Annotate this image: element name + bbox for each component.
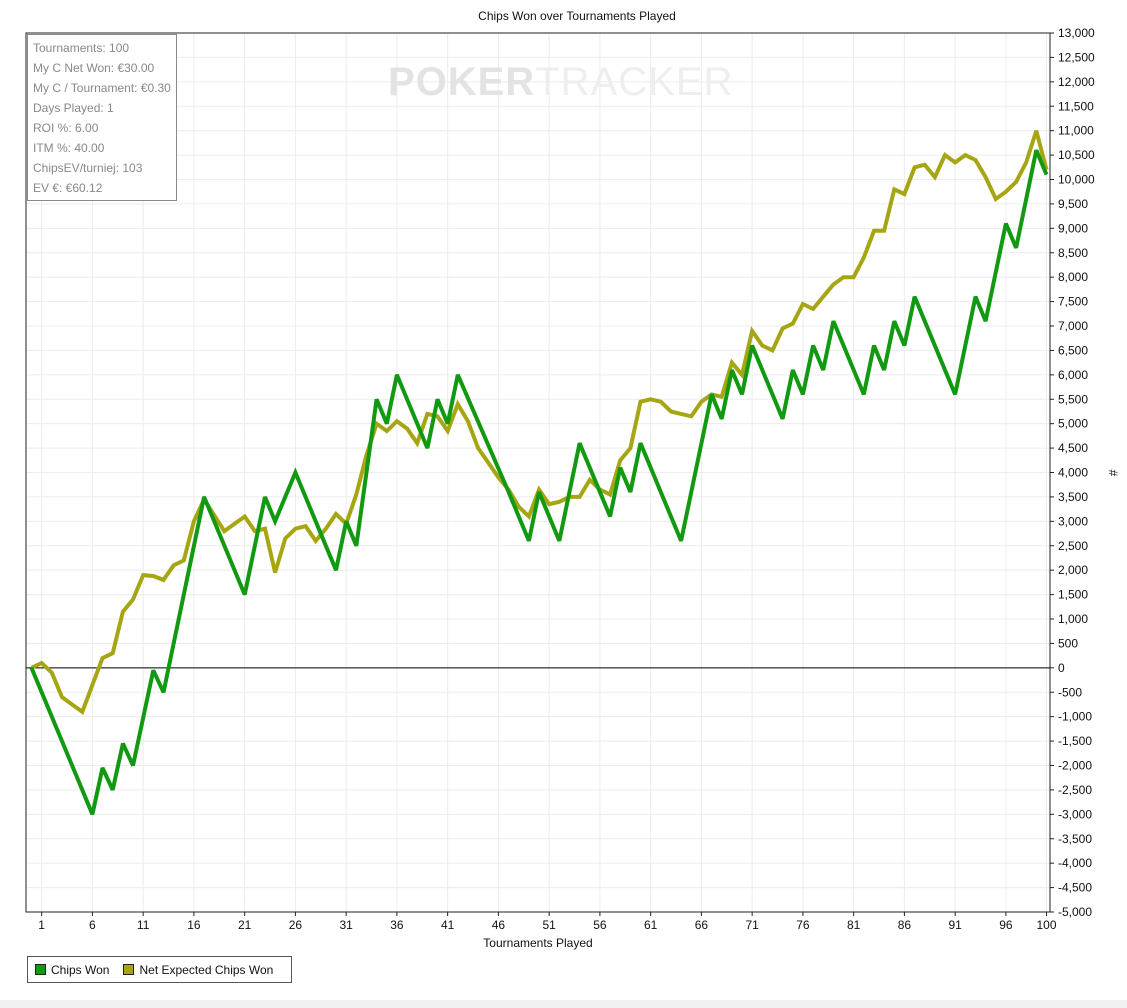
y-tick-label: 3,000 xyxy=(1058,514,1088,528)
stat-ev: EV €: €60.12 xyxy=(33,181,103,195)
stat-net-won: My C Net Won: €30.00 xyxy=(33,61,155,75)
legend-item-net-expected[interactable]: Net Expected Chips Won xyxy=(123,963,273,977)
y-tick-label: 8,500 xyxy=(1058,246,1088,260)
y-tick-label: 7,000 xyxy=(1058,319,1088,333)
y-tick-label: -3,000 xyxy=(1058,807,1092,821)
chart-title: Chips Won over Tournaments Played xyxy=(478,9,676,23)
series-line-net-expected-chips-won xyxy=(30,130,1049,715)
y-tick-label: 11,500 xyxy=(1058,99,1094,113)
x-tick-label: 36 xyxy=(390,918,404,932)
x-tick-label: 26 xyxy=(289,918,303,932)
stat-itm: ITM %: 40.00 xyxy=(33,141,105,155)
y-axis-ticks: 13,000 12,500 12,000 11,500 11,000 10,500 10,0… xyxy=(1050,26,1095,919)
stat-chipsev: ChipsEV/turniej: 103 xyxy=(33,161,143,175)
y-tick-label: 8,000 xyxy=(1058,270,1088,284)
y-tick-label: -500 xyxy=(1058,685,1082,699)
x-tick-label: 76 xyxy=(796,918,810,932)
y-tick-label: 10,000 xyxy=(1058,173,1095,187)
y-tick-label: 1,000 xyxy=(1058,612,1088,626)
x-tick-label: 91 xyxy=(948,918,962,932)
x-tick-label: 31 xyxy=(339,918,353,932)
y-axis-label: # xyxy=(1106,470,1120,477)
series-line-chips-won xyxy=(29,149,1049,816)
x-tick-label: 41 xyxy=(441,918,455,932)
x-tick-label: 81 xyxy=(847,918,861,932)
legend-label: Net Expected Chips Won xyxy=(139,962,274,977)
x-tick-label: 61 xyxy=(644,918,658,932)
y-tick-label: 2,000 xyxy=(1058,563,1088,577)
y-tick-label: 13,000 xyxy=(1058,26,1095,40)
stat-days-played: Days Played: 1 xyxy=(33,101,114,115)
y-tick-label: -4,500 xyxy=(1058,881,1092,895)
series-lines xyxy=(29,130,1049,816)
y-tick-label: -1,000 xyxy=(1058,710,1092,724)
y-tick-label: -1,500 xyxy=(1058,734,1092,748)
legend-item-chips-won[interactable]: Chips Won xyxy=(35,963,109,977)
legend-swatch-chips-won xyxy=(35,964,46,975)
legend-swatch-net-expected xyxy=(123,964,135,975)
x-tick-label: 71 xyxy=(745,918,759,932)
x-tick-label: 66 xyxy=(695,918,709,932)
y-tick-label: 3,500 xyxy=(1058,490,1088,504)
x-tick-label: 96 xyxy=(999,918,1013,932)
y-tick-label: -3,500 xyxy=(1058,832,1092,846)
y-tick-label: 9,500 xyxy=(1058,197,1088,211)
window-bottom-edge xyxy=(0,1000,1127,1008)
y-tick-label: 5,000 xyxy=(1058,417,1088,431)
y-tick-label: 10,500 xyxy=(1058,148,1095,162)
y-tick-label: -2,500 xyxy=(1058,783,1092,797)
y-tick-label: 6,500 xyxy=(1058,343,1088,357)
y-tick-label: 9,000 xyxy=(1058,221,1088,235)
y-tick-label: 7,500 xyxy=(1058,295,1088,309)
y-tick-label: 6,000 xyxy=(1058,368,1088,382)
y-tick-label: 12,000 xyxy=(1058,75,1095,89)
y-tick-label: 4,500 xyxy=(1058,441,1088,455)
legend-label: Chips Won xyxy=(51,962,110,977)
chart-legend: Chips Won Net Expected Chips Won xyxy=(27,956,292,983)
y-tick-label: 0 xyxy=(1058,661,1065,675)
x-axis-label: Tournaments Played xyxy=(483,936,592,950)
y-tick-label: -2,000 xyxy=(1058,759,1092,773)
x-axis-ticks: 1 6 11 16 21 26 31 36 41 46 51 56 61 66 71 76 81 86 91 96 10… xyxy=(38,912,1057,932)
x-tick-label: 86 xyxy=(898,918,912,932)
y-tick-label: 1,500 xyxy=(1058,588,1088,602)
x-tick-label: 100 xyxy=(1036,918,1056,932)
y-tick-label: -5,000 xyxy=(1058,905,1092,919)
y-tick-label: 500 xyxy=(1058,636,1078,650)
y-tick-label: 2,500 xyxy=(1058,539,1088,553)
y-tick-label: 5,500 xyxy=(1058,392,1088,406)
x-tick-label: 11 xyxy=(137,918,150,932)
x-tick-label: 46 xyxy=(492,918,506,932)
stat-roi: ROI %: 6.00 xyxy=(33,121,99,135)
x-tick-label: 6 xyxy=(89,918,96,932)
x-tick-label: 51 xyxy=(542,918,556,932)
y-tick-label: -4,000 xyxy=(1058,856,1092,870)
y-tick-label: 12,500 xyxy=(1058,50,1095,64)
y-tick-label: 4,000 xyxy=(1058,466,1088,480)
x-tick-label: 21 xyxy=(238,918,252,932)
x-tick-label: 1 xyxy=(38,918,45,932)
x-tick-label: 16 xyxy=(187,918,201,932)
pokertracker-logo: POKERTRACKER xyxy=(388,60,734,104)
grid-lines xyxy=(26,32,1050,913)
stat-tournaments: Tournaments: 100 xyxy=(33,41,130,55)
y-tick-label: 11,000 xyxy=(1058,124,1094,138)
x-tick-label: 56 xyxy=(593,918,607,932)
stat-per-tournament: My C / Tournament: €0.30 xyxy=(33,81,171,95)
stats-panel: Tournaments: 100 My C Net Won: €30.00 My… xyxy=(27,34,177,201)
